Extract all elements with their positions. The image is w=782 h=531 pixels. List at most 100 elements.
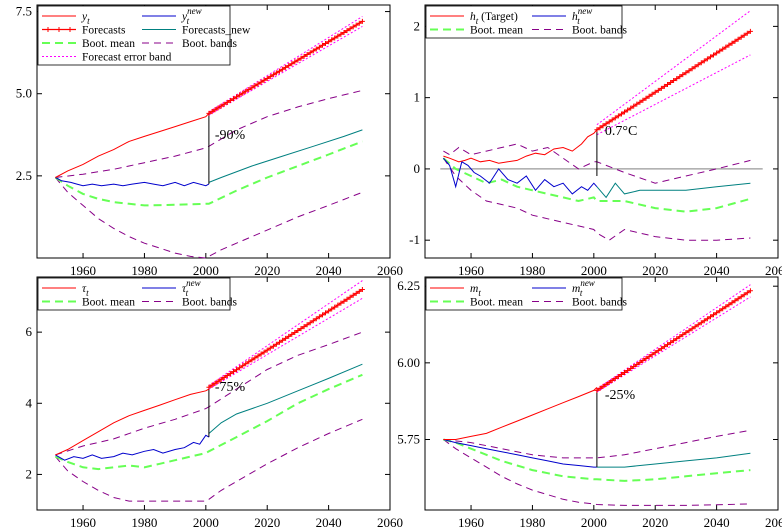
forecast-point-marker: [227, 371, 233, 377]
forecast-point-marker: [329, 306, 335, 312]
forecast-point-marker: [252, 83, 258, 89]
x-tick-label: 2060: [765, 515, 782, 530]
forecast-point-marker: [661, 344, 667, 350]
forecast-point-marker: [221, 101, 227, 107]
y-line: [443, 387, 598, 440]
forecast-point-marker: [234, 94, 239, 100]
forecast-point-marker: [258, 79, 264, 85]
forecast-point-marker: [206, 384, 212, 390]
forecast-point-marker: [231, 96, 236, 102]
forecast-point-marker: [313, 46, 319, 52]
legend-label-sup: new: [187, 6, 202, 16]
legend-forecast-marker: [56, 27, 62, 32]
x-tick-label: 1960: [70, 263, 96, 278]
forecast-point-marker: [741, 292, 747, 298]
x-tick-label: 2060: [765, 263, 782, 278]
forecast-point-marker: [292, 59, 298, 65]
forecast-point-marker: [680, 72, 686, 78]
legend-label-main: Boot. bands: [572, 297, 627, 309]
forecast-point-marker: [668, 80, 674, 85]
forecast-point-marker: [652, 350, 658, 356]
forecast-point-marker: [646, 354, 652, 360]
legend-forecast-marker: [45, 27, 51, 32]
forecast-point-marker: [310, 48, 316, 54]
x-tick-label: 2020: [254, 263, 280, 278]
legend-label-sup: new: [580, 278, 595, 288]
forecast-point-marker: [704, 316, 710, 322]
legend-label: τnew t: [182, 278, 201, 298]
y-tick-label: -1: [409, 232, 420, 247]
forecast-point-marker: [264, 347, 270, 353]
forecast-point-marker: [711, 312, 716, 318]
forecast-point-marker: [289, 61, 295, 67]
forecast-point-marker: [686, 68, 692, 74]
boot-mean-line: [443, 438, 751, 482]
boot-band-upper-line: [443, 429, 751, 459]
forecast-point-marker: [668, 340, 674, 346]
legend-label: yt: [81, 11, 90, 26]
legend-label-sub: t: [86, 288, 89, 298]
chart-panel-bottom-right: 1960 1980 2000 2020 2040 2060 5.75 6.00 6.25 -25%…: [397, 276, 782, 530]
forecast-point-marker: [292, 330, 298, 335]
forecast-error-band-lower: [208, 25, 363, 116]
forecast-point-marker: [631, 103, 637, 109]
forecast-point-marker: [218, 103, 224, 109]
forecast-point-marker: [249, 357, 255, 363]
x-tick-label: 1980: [131, 515, 157, 530]
forecast-point-marker: [301, 324, 307, 330]
x-tick-label: 2000: [581, 263, 607, 278]
forecast-point-marker: [695, 322, 701, 328]
forecast-point-marker: [209, 382, 215, 388]
forecast-point-marker: [609, 378, 615, 383]
forecast-point-marker: [689, 326, 695, 332]
y-tick-label: 5.0: [16, 86, 32, 101]
forecast-point-marker: [671, 78, 677, 83]
forecasts-new-line: [596, 452, 751, 468]
legend-label-sub: t: [186, 288, 189, 298]
forecast-point-marker: [323, 310, 328, 316]
x-tick-label: 1960: [70, 515, 96, 530]
plot-frame: [424, 276, 779, 511]
forecast-point-marker: [335, 33, 341, 39]
forecast-point-marker: [301, 53, 307, 59]
forecast-point-marker: [304, 322, 310, 328]
y-tick-label: 4: [26, 395, 33, 410]
boot-band-upper-line: [55, 331, 363, 456]
forecast-point-marker: [344, 28, 350, 34]
forecast-point-marker: [286, 333, 292, 339]
legend-label: ynew t: [181, 6, 202, 26]
legend-label-sup: new: [578, 6, 593, 16]
forecast-point-marker: [704, 56, 710, 62]
legend-label-main: m: [470, 283, 478, 295]
legend-label: Boot. mean: [82, 38, 135, 50]
legend-label-main: Boot. bands: [182, 297, 237, 309]
forecast-point-marker: [692, 64, 698, 70]
forecast-point-marker: [597, 125, 603, 131]
x-tick-label: 2060: [377, 515, 403, 530]
forecast-point-marker: [747, 28, 753, 34]
legend-label-sub: t: [478, 288, 481, 298]
y-tick-label: 2: [26, 466, 33, 481]
forecast-point-marker: [243, 88, 249, 94]
forecast-point-marker: [726, 42, 732, 48]
legend-label-main: h: [470, 11, 476, 23]
forecast-point-marker: [723, 304, 729, 310]
forecast-point-marker: [665, 82, 670, 87]
forecast-point-marker: [295, 57, 301, 63]
forecast-point-marker: [234, 367, 239, 373]
forecast-point-marker: [606, 119, 612, 125]
reduction-annotation: 0.7°C: [605, 124, 637, 139]
forecast-point-marker: [698, 60, 704, 66]
legend-label: Boot. bands: [182, 297, 237, 309]
forecast-point-marker: [270, 343, 276, 349]
forecast-point-marker: [720, 46, 726, 52]
boot-band-lower-line: [442, 157, 751, 241]
boot-band-lower-line: [55, 418, 363, 502]
legend-label: Forecasts_new: [182, 25, 251, 37]
forecast-point-marker: [628, 105, 634, 111]
legend-label-main: Boot. bands: [572, 25, 627, 37]
forecast-point-marker: [212, 380, 218, 386]
y-tick-label: 1: [414, 90, 421, 105]
legend-forecast-marker: [67, 27, 73, 32]
